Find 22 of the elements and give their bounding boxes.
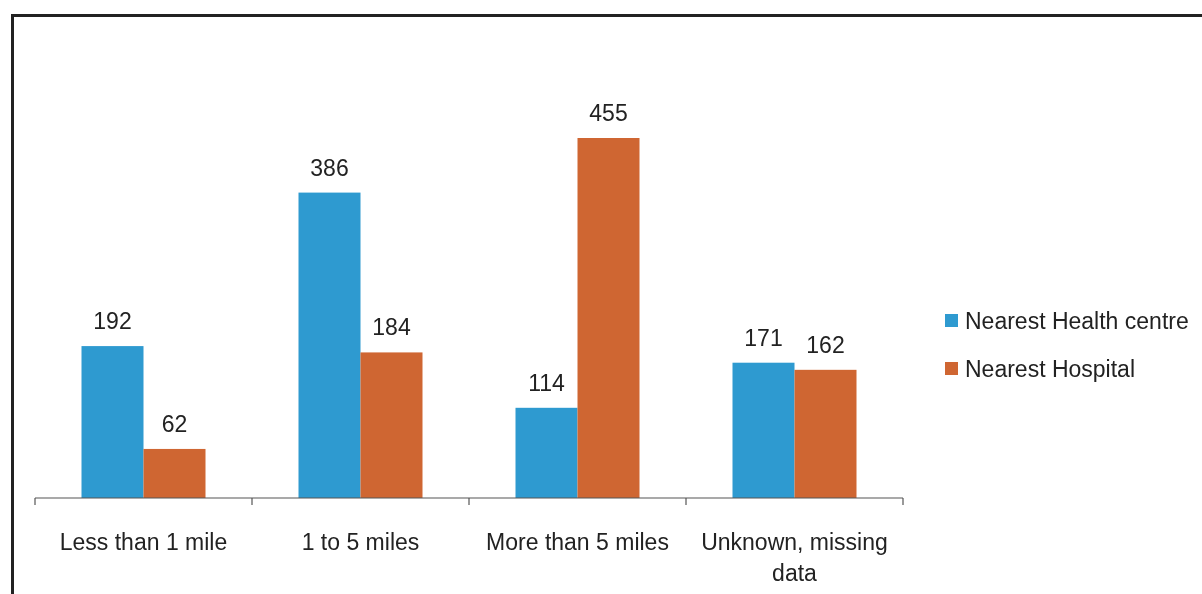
bar	[515, 407, 578, 498]
bar	[143, 448, 206, 498]
data-label: 184	[372, 314, 411, 341]
data-label: 455	[589, 100, 628, 126]
x-tick-label: Unknown, missing data	[701, 529, 888, 586]
bar	[732, 362, 795, 498]
x-tick-label: 1 to 5 miles	[301, 529, 420, 555]
data-label: 62	[161, 410, 188, 437]
legend-label: Nearest Hospital	[965, 356, 1136, 382]
legend-label: Nearest Health centre	[965, 308, 1189, 334]
bar	[577, 138, 640, 498]
bar	[298, 192, 361, 498]
data-label: 386	[310, 154, 349, 181]
x-tick-label: Less than 1 mile	[59, 529, 228, 555]
data-label: 162	[806, 331, 845, 358]
data-label: 192	[93, 308, 132, 335]
data-label: 114	[528, 369, 566, 396]
bar	[794, 369, 857, 498]
x-tick-label: More than 5 miles	[486, 529, 669, 555]
data-label: 171	[744, 324, 783, 351]
bar	[360, 352, 423, 498]
bar	[81, 346, 144, 498]
